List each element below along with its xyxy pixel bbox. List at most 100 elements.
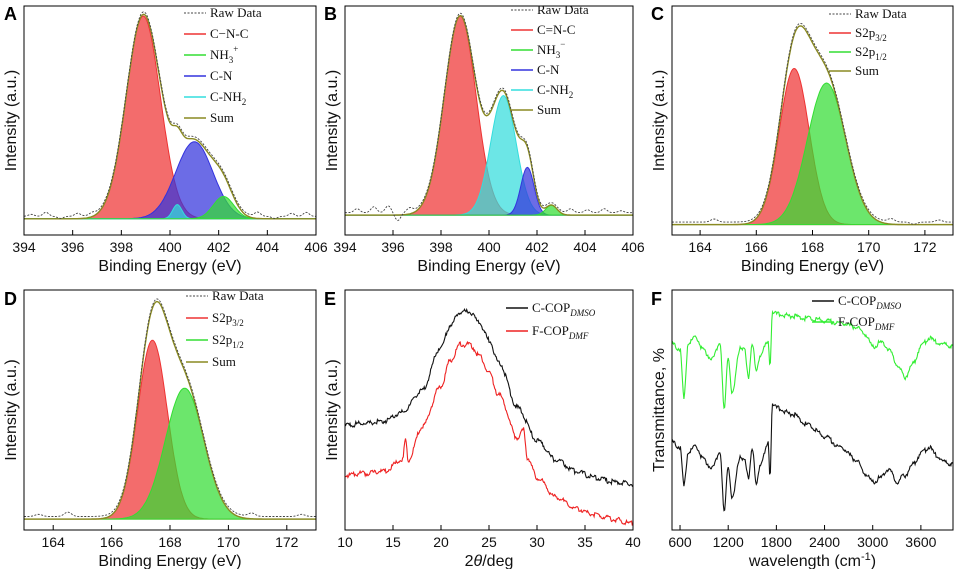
y-axis-title: Intensity (a.u.) [3, 70, 20, 171]
x-tick-label: 15 [385, 534, 401, 550]
sum-line [24, 300, 316, 520]
legend-label-s1: C-COPDMSO [532, 300, 596, 318]
legend-label-p1: C=N-C [537, 22, 575, 37]
x-tick-label: 170 [217, 534, 241, 550]
x-tick-label: 394 [12, 239, 36, 255]
legend-label-s2: F-COPDMF [532, 323, 589, 341]
plot-area [24, 298, 316, 520]
x-tick-label: 398 [429, 239, 453, 255]
y-axis-title: Intensity (a.u.) [324, 359, 341, 460]
series-line-s1 [672, 403, 953, 512]
panel-f: 600 1200 1800 2400 3000 3600 wavelength (cm-1)… [651, 289, 954, 569]
legend-label-p1: S2p3/2 [855, 25, 887, 43]
panel-letter: F [651, 289, 662, 309]
legend-label-p3: C-N [537, 62, 560, 77]
legend-label-p3: C-N [210, 68, 233, 83]
legend-label-p1: C−N-C [210, 26, 248, 41]
legend-label-raw: Raw Data [855, 6, 907, 21]
panel-letter: D [4, 289, 17, 309]
x-tick-label: 25 [481, 534, 497, 550]
x-tick-label: 168 [158, 534, 182, 550]
x-tick-label: 396 [381, 239, 405, 255]
x-axis-title: Binding Energy (eV) [741, 258, 884, 275]
y-axis-title: Intensity (a.u.) [3, 359, 20, 460]
x-tick-label: 600 [668, 534, 692, 550]
x-tick-label: 402 [525, 239, 549, 255]
legend-label-p2: S2p1/2 [212, 332, 244, 350]
panel-letter: C [651, 4, 664, 24]
x-tick-label: 396 [61, 239, 85, 255]
x-tick-label: 406 [621, 239, 645, 255]
legend-label-sum: Sum [855, 63, 879, 78]
x-tick-label: 1800 [761, 534, 792, 550]
x-tick-label: 10 [337, 534, 353, 550]
legend-label-s1: C-COPDMSO [838, 293, 902, 311]
raw-data-line [672, 22, 953, 225]
panel-c: 164 166 168 170 172 Binding Energy (eV) Intens… [651, 4, 954, 275]
legend-label-p4: C-NH2 [537, 82, 573, 100]
x-tick-label: 2400 [809, 534, 840, 550]
x-tick-label: 20 [433, 534, 449, 550]
x-axis-title: wavelength (cm-1) [748, 551, 876, 569]
legend-label-p2: NH3− [537, 39, 565, 60]
series-line-s2 [672, 309, 953, 410]
x-tick-label: 404 [573, 239, 597, 255]
panel-e: 10 15 20 25 30 35 40 2θ/deg Intensity (a.u.) E C-C… [324, 289, 641, 569]
legend-label-raw: Raw Data [210, 5, 262, 20]
legend-label-sum: Sum [212, 354, 236, 369]
x-tick-label: 164 [42, 534, 66, 550]
sum-line [345, 14, 633, 216]
panel-d: 164 166 168 170 172 Binding Energy (eV) Intens… [3, 288, 317, 569]
x-tick-label: 166 [745, 239, 769, 255]
x-tick-label: 166 [100, 534, 124, 550]
x-tick-label: 394 [333, 239, 357, 255]
raw-data-line [345, 12, 633, 222]
legend-label-sum: Sum [210, 110, 234, 125]
plot-area [672, 22, 953, 226]
y-axis-title: Transmittance, % [651, 348, 668, 472]
y-axis-title: Intensity (a.u.) [651, 70, 668, 171]
x-tick-label: 400 [158, 239, 182, 255]
x-tick-label: 1200 [713, 534, 744, 550]
sum-line [672, 25, 953, 226]
x-tick-label: 35 [577, 534, 593, 550]
x-tick-label: 406 [304, 239, 328, 255]
x-tick-label: 170 [857, 239, 881, 255]
x-tick-label: 3000 [857, 534, 888, 550]
plot-area [345, 12, 633, 222]
panel-a: 394 396 398 400 402 404 406 Binding Energy (eV)… [3, 4, 328, 275]
x-tick-label: 172 [275, 534, 299, 550]
x-tick-label: 402 [207, 239, 231, 255]
legend-label-p2: NH3+ [210, 44, 238, 65]
x-tick-label: 3600 [905, 534, 936, 550]
plot-area [24, 11, 316, 220]
plot-area [672, 309, 953, 512]
x-tick-label: 400 [477, 239, 501, 255]
panel-letter: B [324, 4, 337, 24]
x-tick-label: 168 [801, 239, 825, 255]
series-line-s2 [345, 340, 633, 526]
series-line-s1 [345, 307, 633, 487]
raw-data-line [24, 298, 316, 517]
x-tick-label: 172 [913, 239, 937, 255]
legend-label-raw: Raw Data [212, 288, 264, 303]
legend-label-p2: S2p1/2 [855, 44, 887, 62]
plot-frame [671, 289, 954, 531]
y-axis-title: Intensity (a.u.) [324, 70, 341, 171]
x-axis-title: 2θ/deg [465, 553, 514, 569]
x-axis-title: Binding Energy (eV) [98, 553, 241, 569]
peak-p2 [672, 82, 953, 226]
legend-label-p4: C-NH2 [210, 89, 246, 107]
x-tick-label: 398 [110, 239, 134, 255]
x-axis-title: Binding Energy (eV) [417, 258, 560, 275]
legend-label-s2: F-COPDMF [838, 314, 895, 332]
sum-line [24, 13, 316, 220]
panel-letter: E [324, 289, 336, 309]
panel-b: 394 396 398 400 402 404 406 Binding Energy (eV)… [324, 2, 645, 275]
legend-label-p1: S2p3/2 [212, 310, 244, 328]
x-tick-label: 404 [256, 239, 280, 255]
x-tick-label: 164 [688, 239, 712, 255]
peak-p2 [24, 387, 316, 520]
plot-frame [344, 289, 634, 531]
